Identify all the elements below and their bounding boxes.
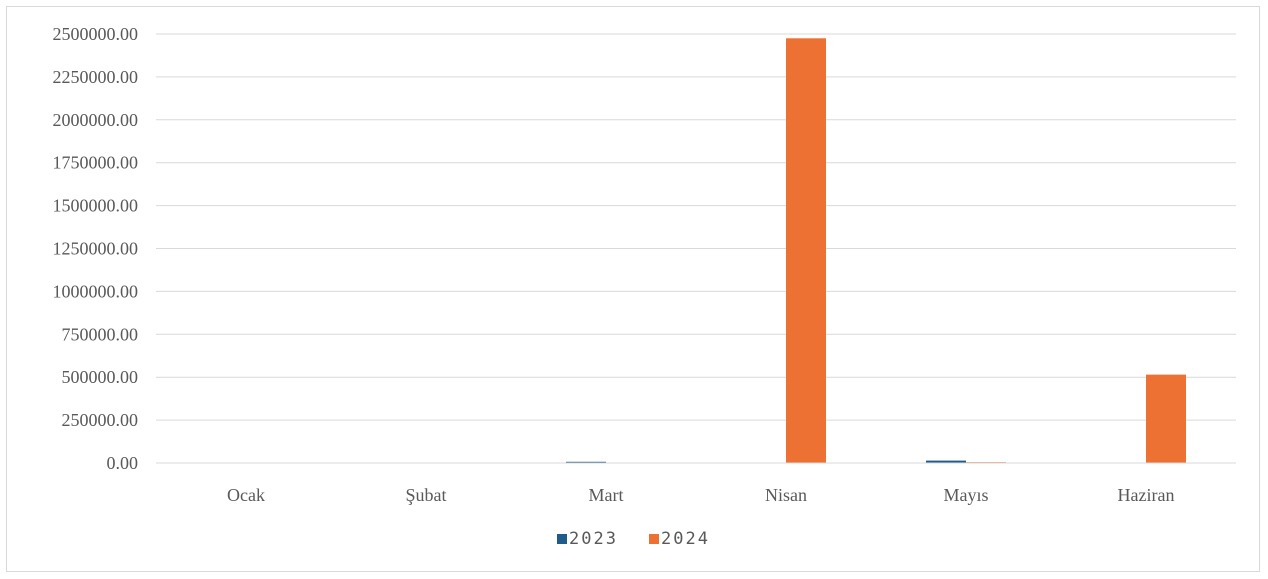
legend: 2023 2024 bbox=[557, 529, 710, 549]
legend-label: 2023 bbox=[569, 529, 618, 549]
y-tick-label: 750000.00 bbox=[62, 324, 139, 344]
x-tick-label: Mayıs bbox=[944, 485, 989, 505]
y-tick-label: 0.00 bbox=[107, 453, 139, 473]
x-axis-category-labels: Ocak Şubat Mart Nisan Mayıs Haziran bbox=[227, 485, 1174, 505]
x-tick-label: Nisan bbox=[765, 485, 807, 505]
bar-2024-5 bbox=[1146, 374, 1186, 463]
y-tick-label: 1500000.00 bbox=[53, 196, 139, 216]
y-tick-label: 1250000.00 bbox=[53, 239, 139, 259]
y-tick-label: 1750000.00 bbox=[53, 153, 139, 173]
y-tick-label: 2250000.00 bbox=[53, 67, 139, 87]
bar-2023-4 bbox=[926, 460, 966, 463]
x-tick-label: Şubat bbox=[405, 485, 446, 505]
y-tick-label: 500000.00 bbox=[62, 367, 139, 387]
gridlines bbox=[156, 33, 1236, 421]
y-tick-label: 1000000.00 bbox=[53, 281, 139, 301]
x-tick-label: Haziran bbox=[1118, 485, 1175, 505]
legend-swatch-2024 bbox=[649, 534, 659, 544]
bar-2024-3 bbox=[786, 38, 826, 463]
chart-frame bbox=[6, 6, 1260, 572]
y-axis-tick-labels: 0.00 250000.00 500000.00 750000.00 1000000.0… bbox=[53, 24, 139, 473]
y-tick-label: 250000.00 bbox=[62, 410, 139, 430]
legend-swatch-2023 bbox=[557, 534, 567, 544]
legend-label: 2024 bbox=[661, 529, 710, 549]
x-tick-label: Mart bbox=[589, 485, 624, 505]
y-tick-label: 2500000.00 bbox=[53, 24, 139, 44]
x-tick-label: Ocak bbox=[227, 485, 265, 505]
y-tick-label: 2000000.00 bbox=[53, 110, 139, 130]
bar-2023-2 bbox=[566, 461, 606, 463]
bars bbox=[566, 38, 1186, 463]
